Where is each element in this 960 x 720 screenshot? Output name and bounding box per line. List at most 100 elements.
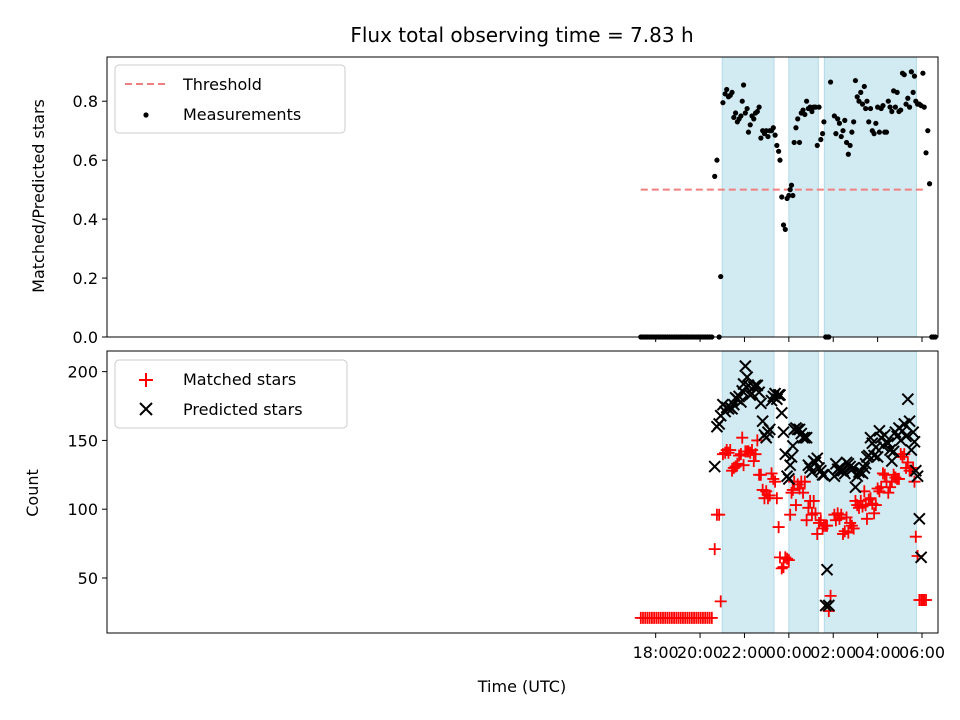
y-tick-label: 0.0 — [73, 328, 98, 347]
matched-star-point — [892, 472, 905, 485]
measurement-point — [724, 86, 730, 93]
predicted-star-point — [809, 456, 822, 469]
x-tick-label: 20:00 — [677, 643, 723, 662]
matched-star-point — [784, 508, 797, 521]
matched-star-point — [868, 507, 881, 520]
matched-star-point — [769, 475, 782, 488]
measurement-point — [871, 131, 877, 137]
matched-star-point — [777, 560, 790, 573]
measurement-point — [765, 133, 771, 140]
measurement-point — [751, 116, 757, 122]
matched-star-point — [708, 543, 721, 556]
measurement-point — [926, 181, 933, 187]
matched-star-point — [765, 467, 778, 480]
predicted-star-point — [883, 443, 897, 457]
measurement-point — [894, 89, 900, 95]
matched-star-point — [744, 446, 757, 459]
predicted-star-point — [763, 423, 776, 436]
y-tick-label: 150 — [67, 431, 98, 450]
measurement-point — [852, 77, 859, 84]
predicted-star-point — [752, 386, 766, 399]
measurement-point — [732, 110, 739, 116]
matched-star-point — [798, 475, 811, 488]
shaded-interval — [823, 350, 917, 634]
predicted-star-point — [734, 395, 748, 409]
measurement-point — [889, 108, 895, 115]
measurement-point — [740, 82, 747, 88]
shaded-interval — [823, 56, 917, 338]
predicted-legend-marker — [139, 402, 153, 416]
predicted-star-point — [817, 468, 831, 482]
x-axis-title: Time (UTC) — [477, 677, 566, 696]
measurement-point — [908, 69, 914, 75]
measurement-point — [880, 103, 886, 109]
matched-star-point — [920, 593, 933, 606]
predicted-star-point — [725, 402, 739, 415]
measurement-point — [835, 116, 841, 122]
measurement-point — [921, 104, 927, 110]
matched-star-point — [751, 434, 764, 447]
y-tick-label: 50 — [78, 569, 98, 588]
matched-star-point — [763, 489, 776, 502]
predicted-star-point — [887, 445, 900, 458]
measurement-point — [744, 105, 750, 112]
measurements-legend-label: Measurements — [183, 105, 301, 124]
measurement-point — [809, 108, 815, 115]
measurement-point — [756, 104, 762, 110]
measurement-point — [838, 133, 844, 140]
measurement-point — [747, 122, 753, 128]
matched-star-point — [802, 501, 815, 514]
matched-star-point — [882, 486, 895, 499]
predicted-star-point — [822, 599, 836, 612]
matched-star-point — [733, 449, 746, 462]
predicted-star-point — [820, 563, 834, 576]
measurement-point — [793, 125, 799, 131]
measurement-point — [779, 194, 785, 200]
matched-star-point — [775, 562, 788, 575]
measurement-point — [774, 142, 780, 149]
matched-star-point — [800, 514, 813, 527]
measurement-point — [883, 129, 890, 135]
matched-star-point — [807, 494, 820, 507]
shaded-interval — [721, 56, 775, 338]
matched-star-point — [722, 446, 735, 459]
predicted-star-point — [914, 551, 928, 564]
matched-star-point — [909, 530, 922, 543]
measurement-point — [786, 192, 792, 199]
y-tick-label: 100 — [67, 500, 98, 519]
measurement-point — [847, 142, 853, 149]
bottom-legend: Matched stars Predicted stars — [114, 359, 348, 429]
measurement-point — [782, 226, 788, 233]
matched-star-point — [767, 472, 780, 485]
predicted-star-point — [739, 359, 752, 373]
predicted-star-point — [899, 430, 913, 443]
predicted-star-point — [773, 388, 787, 402]
predicted-star-point — [908, 435, 921, 448]
measurements-legend-marker — [143, 112, 149, 118]
matched-star-point — [847, 522, 860, 535]
predicted-star-point — [849, 480, 862, 494]
x-tick-label: 00:00 — [766, 643, 812, 662]
matched-star-point — [864, 492, 877, 505]
matched-star-point — [835, 508, 848, 521]
matched-star-point — [724, 444, 737, 457]
predicted-star-point — [901, 392, 915, 406]
measurement-point — [712, 173, 718, 179]
measurement-point — [836, 120, 843, 126]
matched-star-point — [749, 448, 762, 461]
measurement-point — [867, 105, 874, 112]
measurement-point — [776, 148, 782, 154]
matched-star-point — [770, 492, 783, 505]
measurement-point — [903, 101, 909, 107]
predicted-star-point — [811, 452, 824, 465]
measurement-point — [898, 107, 904, 113]
measurement-point — [840, 128, 846, 134]
measurement-point — [887, 104, 893, 110]
predicted-star-point — [871, 450, 884, 464]
matched-star-point — [705, 611, 718, 624]
measurement-point — [772, 132, 778, 138]
measurement-point — [901, 72, 907, 78]
measurement-point — [859, 101, 866, 107]
measurement-point — [742, 110, 748, 116]
matched-star-point — [908, 475, 921, 488]
